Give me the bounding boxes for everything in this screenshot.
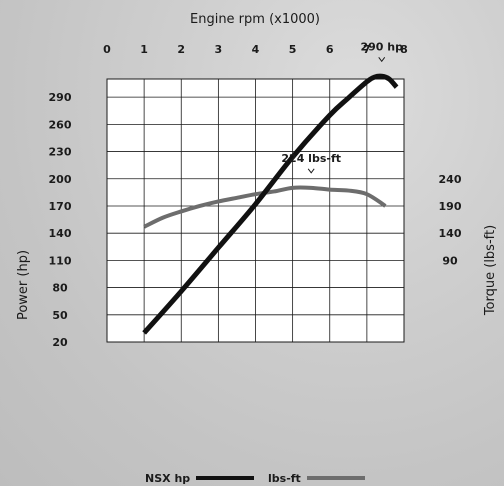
left-tick-label: 80 xyxy=(52,282,68,295)
right-tick-label: 140 xyxy=(439,227,462,240)
x-tick-label: 6 xyxy=(326,43,334,56)
annotations: 290 hp 224 lbs-ft xyxy=(281,40,403,174)
series-line-nsx-hp xyxy=(142,73,399,335)
left-axis-title: Power (hp) xyxy=(16,250,31,320)
x-tick-label: 1 xyxy=(140,43,148,56)
legend-label-nsx-hp: NSX hp xyxy=(145,472,190,485)
x-tick-label: 8 xyxy=(400,43,408,56)
x-tick-label: 7 xyxy=(363,43,371,56)
left-tick-label: 290 xyxy=(49,91,72,104)
left-tick-labels: 20 50 80 110 140 170 200 230 260 290 xyxy=(49,91,72,349)
annotation-caret-icon xyxy=(307,168,315,174)
legend: NSX hp lbs-ft xyxy=(145,472,365,485)
left-tick-label: 140 xyxy=(49,227,72,240)
left-tick-label: 110 xyxy=(49,254,72,267)
legend-label-lbs-ft: lbs-ft xyxy=(268,472,301,485)
right-tick-label: 240 xyxy=(439,173,462,186)
x-tick-label: 3 xyxy=(215,43,223,56)
x-tick-label: 0 xyxy=(103,43,111,56)
left-tick-label: 230 xyxy=(49,146,72,159)
right-tick-label: 90 xyxy=(442,254,458,267)
right-tick-label: 190 xyxy=(439,200,462,213)
right-axis-title: Torque (lbs-ft) xyxy=(483,225,498,316)
legend-swatch-lbs-ft xyxy=(307,476,365,480)
left-tick-label: 20 xyxy=(52,336,68,349)
left-tick-label: 200 xyxy=(49,173,72,186)
x-axis-title: Engine rpm (x1000) xyxy=(190,12,320,27)
left-tick-label: 260 xyxy=(49,118,72,131)
annotation-caret-icon xyxy=(378,56,386,63)
left-tick-label: 170 xyxy=(49,200,72,213)
annotation-label: 290 hp xyxy=(360,40,403,53)
x-tick-labels: 0 1 2 3 4 5 6 7 8 xyxy=(103,43,408,56)
x-tick-label: 4 xyxy=(252,43,260,56)
left-tick-label: 50 xyxy=(52,309,68,322)
legend-swatch-nsx-hp xyxy=(196,476,254,480)
series-lines xyxy=(142,73,399,335)
annotation-label: 224 lbs-ft xyxy=(281,152,341,165)
plot-border xyxy=(106,78,405,343)
x-tick-label: 2 xyxy=(177,43,185,56)
right-tick-labels: 240 190 140 90 xyxy=(439,173,462,268)
x-tick-label: 5 xyxy=(289,43,297,56)
